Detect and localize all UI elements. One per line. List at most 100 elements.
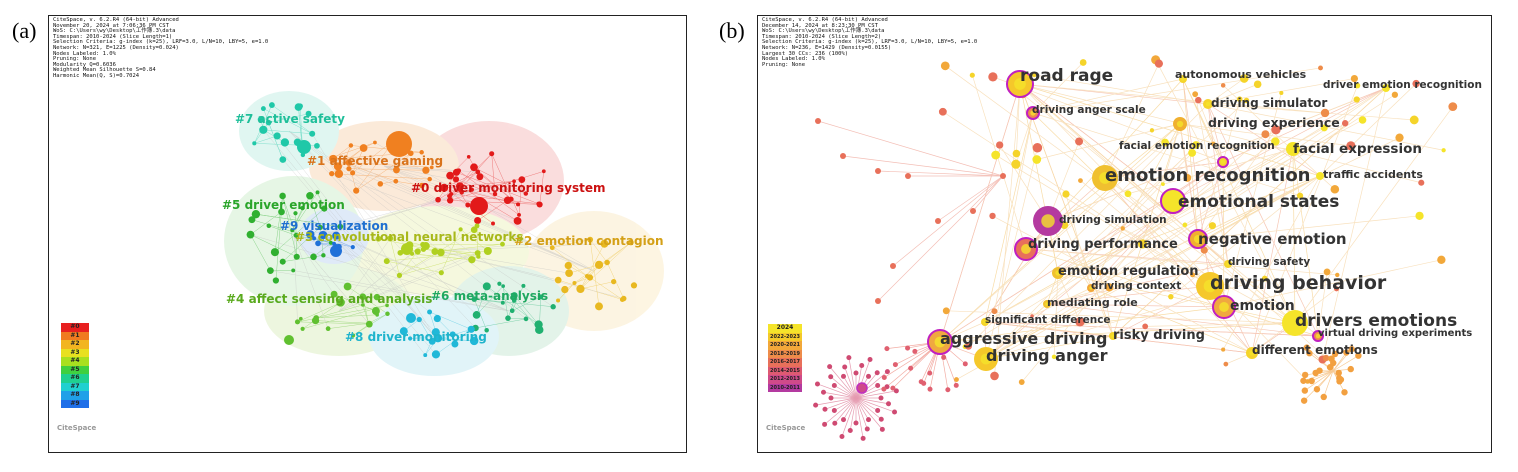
network-edge [855, 397, 895, 413]
network-edge [297, 303, 340, 323]
network-edge [302, 302, 341, 330]
network-edge [945, 65, 1296, 324]
network-edge [383, 165, 439, 200]
network-edge [1090, 122, 1346, 289]
network-edge [1182, 78, 1296, 324]
network-node [294, 103, 303, 111]
network-edge [580, 242, 632, 290]
network-edge [282, 195, 297, 236]
network-edge [1162, 123, 1181, 185]
network-edge [1019, 83, 1422, 184]
network-node [1341, 120, 1349, 127]
legend-item-3: #3 [61, 348, 89, 357]
network-edge [1155, 59, 1296, 324]
network-edge [474, 298, 503, 303]
cluster-label-2: #2 emotion contagion [514, 234, 664, 248]
network-edge [939, 83, 1021, 343]
network-node [962, 361, 968, 367]
network-node [375, 313, 379, 317]
network-node [489, 151, 495, 157]
network-edge [855, 397, 878, 411]
network-node [1208, 222, 1216, 230]
network-edge [333, 235, 436, 333]
network-node [469, 336, 479, 346]
network-node [279, 192, 286, 200]
network-node [1000, 173, 1006, 179]
network-node [474, 250, 481, 256]
network-node [509, 308, 515, 314]
keyword-emotional-states: emotional states [1178, 192, 1340, 212]
network-node [1353, 96, 1360, 103]
network-node [1018, 379, 1025, 385]
network-node [576, 284, 585, 294]
network-edge [1019, 83, 1321, 177]
network-edge [410, 334, 453, 339]
legend-year-2: 2020-2021 [768, 341, 802, 350]
network-node [988, 72, 998, 82]
network-edge [843, 376, 857, 399]
network-node [433, 314, 441, 323]
cluster-label-1: #1 affective gaming [307, 154, 444, 168]
network-node [521, 283, 526, 288]
network-edge [964, 87, 1387, 347]
network-edge [829, 366, 857, 399]
network-edge [849, 397, 857, 431]
network-edge [855, 397, 869, 420]
network-edge [1019, 83, 1308, 382]
network-edge [292, 192, 318, 231]
network-node [938, 107, 947, 116]
network-node [1318, 65, 1323, 71]
network-node [892, 409, 898, 415]
keyword-driving-anger: driving anger [986, 346, 1108, 365]
network-node [279, 156, 287, 163]
network-edge [1022, 94, 1319, 337]
keyword-driving-experience: driving experience [1208, 115, 1340, 130]
network-edge [877, 175, 1004, 302]
network-node [828, 374, 834, 380]
network-node [501, 284, 505, 288]
network-edge [1112, 285, 1211, 337]
network-edge [437, 318, 453, 335]
network-node [334, 169, 344, 178]
network-node [1236, 96, 1243, 103]
network-node [393, 178, 399, 184]
network-node [470, 226, 478, 234]
network-node [1347, 365, 1354, 373]
keyword-facial-emotion-recognition: facial emotion recognition [1119, 140, 1275, 152]
network-edge [1046, 303, 1225, 308]
network-node [300, 326, 305, 331]
keyword-aggressive-driving: aggressive driving [940, 329, 1108, 348]
network-node [1335, 369, 1342, 377]
network-edge [323, 234, 353, 248]
network-node [1320, 124, 1328, 132]
network-node [315, 240, 321, 247]
network-edge [1031, 287, 1092, 317]
network-edge [293, 235, 335, 295]
network-node [408, 336, 413, 341]
network-edge [1104, 63, 1160, 179]
network-node [874, 370, 880, 376]
network-edge [1222, 161, 1225, 308]
network-node [297, 140, 311, 154]
network-edge [985, 225, 1213, 360]
network-node [859, 363, 865, 369]
network-node [1418, 179, 1425, 186]
network-node [393, 166, 400, 174]
network-edge [410, 338, 475, 342]
network-node [828, 395, 834, 401]
network-node [1301, 371, 1309, 379]
keyword-emotion-recognition: emotion recognition [1105, 165, 1311, 186]
network-edge [1222, 175, 1321, 350]
network-edge [971, 75, 1027, 250]
cluster-map-panel: CiteSpace, v. 6.2.R4 (64-bit) Advanced N… [48, 15, 687, 453]
keyword-node-core [1226, 262, 1230, 266]
network-node [1271, 125, 1281, 135]
network-edge [1317, 271, 1328, 337]
network-edge [1303, 370, 1334, 382]
network-edge [518, 179, 523, 215]
network-node [429, 165, 434, 170]
keyword-drivers-emotions: drivers emotions [1295, 311, 1458, 331]
figure-label-a: (a) [12, 18, 37, 43]
citespace-watermark: CiteSpace [57, 424, 97, 432]
network-edge [511, 285, 524, 311]
